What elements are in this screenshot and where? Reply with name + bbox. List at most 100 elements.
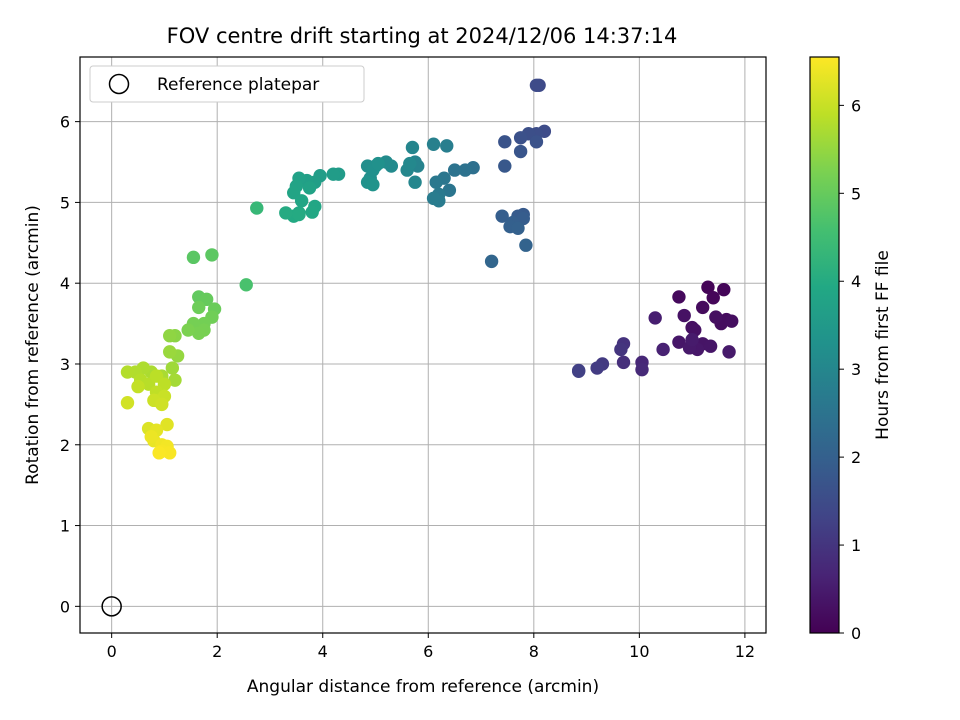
y-tick-label: 2 bbox=[60, 436, 70, 455]
y-tick-label: 5 bbox=[60, 193, 70, 212]
data-point bbox=[120, 365, 135, 379]
y-tick-label: 6 bbox=[60, 113, 70, 132]
data-point bbox=[722, 345, 736, 359]
data-point bbox=[131, 379, 145, 394]
data-point bbox=[292, 207, 306, 222]
legend-box bbox=[89, 65, 365, 103]
x-tick-label: 8 bbox=[529, 642, 539, 661]
colorbar-ticks: 0 1 2 3 4 5 6 bbox=[839, 96, 861, 643]
colorbar: 0 1 2 3 4 5 6 Hours from first FF file bbox=[809, 56, 893, 643]
data-points bbox=[120, 78, 739, 460]
legend: Reference platepar bbox=[89, 65, 365, 103]
data-point bbox=[495, 209, 509, 223]
grid bbox=[80, 57, 766, 633]
data-point bbox=[709, 310, 723, 324]
data-point bbox=[616, 355, 631, 370]
data-point bbox=[513, 131, 528, 145]
data-point bbox=[440, 139, 454, 153]
data-point bbox=[442, 183, 457, 197]
data-point bbox=[163, 329, 177, 343]
data-point bbox=[205, 248, 219, 262]
data-point bbox=[458, 163, 472, 177]
data-point bbox=[426, 191, 441, 206]
data-point bbox=[695, 300, 710, 315]
colorbar-tick-label: 3 bbox=[851, 360, 861, 379]
data-point bbox=[672, 335, 686, 349]
y-tick-label: 4 bbox=[60, 274, 70, 293]
data-point bbox=[677, 308, 691, 323]
data-point bbox=[371, 156, 385, 171]
data-point bbox=[192, 326, 206, 340]
data-point bbox=[181, 323, 195, 337]
colorbar-tick-label: 1 bbox=[851, 536, 861, 555]
x-tick-label: 2 bbox=[212, 642, 222, 661]
data-point bbox=[635, 362, 649, 377]
data-point bbox=[366, 177, 380, 192]
y-tick-label: 3 bbox=[60, 355, 70, 374]
colorbar-label: Hours from first FF file bbox=[873, 250, 893, 440]
data-point bbox=[250, 201, 264, 215]
data-point bbox=[703, 339, 718, 353]
y-axis-ticks: 0 1 2 3 4 5 6 bbox=[60, 113, 80, 616]
chart-title: FOV centre drift starting at 2024/12/06 … bbox=[167, 24, 678, 48]
data-point bbox=[672, 290, 686, 304]
data-point bbox=[408, 175, 422, 189]
data-point bbox=[302, 181, 317, 195]
data-point bbox=[484, 254, 499, 269]
data-point bbox=[163, 345, 177, 359]
data-point bbox=[163, 446, 177, 460]
legend-label: Reference platepar bbox=[157, 75, 319, 95]
data-point bbox=[426, 137, 441, 151]
data-point bbox=[192, 300, 206, 315]
x-axis-ticks: 0 2 4 6 8 10 12 bbox=[107, 633, 755, 661]
data-point bbox=[239, 278, 253, 292]
data-point bbox=[160, 417, 174, 432]
legend-marker-icon bbox=[108, 73, 130, 95]
data-point bbox=[155, 397, 169, 412]
colorbar-gradient bbox=[809, 56, 840, 634]
data-point bbox=[498, 135, 512, 149]
data-point bbox=[513, 144, 528, 159]
plot-frame bbox=[79, 56, 767, 634]
y-axis-label: Rotation from reference (arcmin) bbox=[23, 205, 43, 485]
reference-marker-group bbox=[101, 596, 122, 617]
data-point bbox=[511, 221, 525, 235]
data-point bbox=[168, 373, 182, 387]
data-point bbox=[186, 250, 201, 265]
data-point bbox=[614, 342, 628, 357]
data-point bbox=[326, 167, 340, 181]
data-point bbox=[165, 361, 180, 375]
data-point bbox=[529, 78, 544, 92]
data-point bbox=[685, 333, 699, 347]
data-point bbox=[725, 314, 739, 328]
data-point bbox=[529, 135, 544, 149]
data-point bbox=[447, 163, 462, 177]
data-point bbox=[429, 175, 443, 189]
data-point bbox=[519, 238, 533, 252]
x-tick-label: 12 bbox=[735, 642, 755, 661]
x-tick-label: 0 bbox=[107, 642, 117, 661]
data-point bbox=[152, 446, 166, 460]
data-point bbox=[648, 311, 662, 325]
colorbar-tick-label: 2 bbox=[851, 448, 861, 467]
data-point bbox=[590, 361, 604, 375]
data-point bbox=[701, 280, 715, 294]
data-point bbox=[403, 156, 417, 171]
data-point bbox=[571, 364, 586, 378]
data-point bbox=[706, 291, 720, 305]
data-point bbox=[305, 205, 319, 219]
colorbar-tick-label: 5 bbox=[851, 184, 861, 203]
colorbar-tick-label: 6 bbox=[851, 96, 861, 115]
x-tick-label: 10 bbox=[629, 642, 649, 661]
data-point bbox=[120, 396, 135, 410]
x-tick-label: 4 bbox=[318, 642, 328, 661]
x-axis-label: Angular distance from reference (arcmin) bbox=[247, 677, 599, 697]
data-point bbox=[279, 206, 293, 220]
data-point bbox=[498, 159, 512, 173]
data-point bbox=[144, 429, 158, 444]
colorbar-tick-label: 0 bbox=[851, 624, 861, 643]
data-point bbox=[717, 282, 731, 297]
y-tick-label: 0 bbox=[60, 597, 70, 616]
y-tick-label: 1 bbox=[60, 517, 70, 536]
